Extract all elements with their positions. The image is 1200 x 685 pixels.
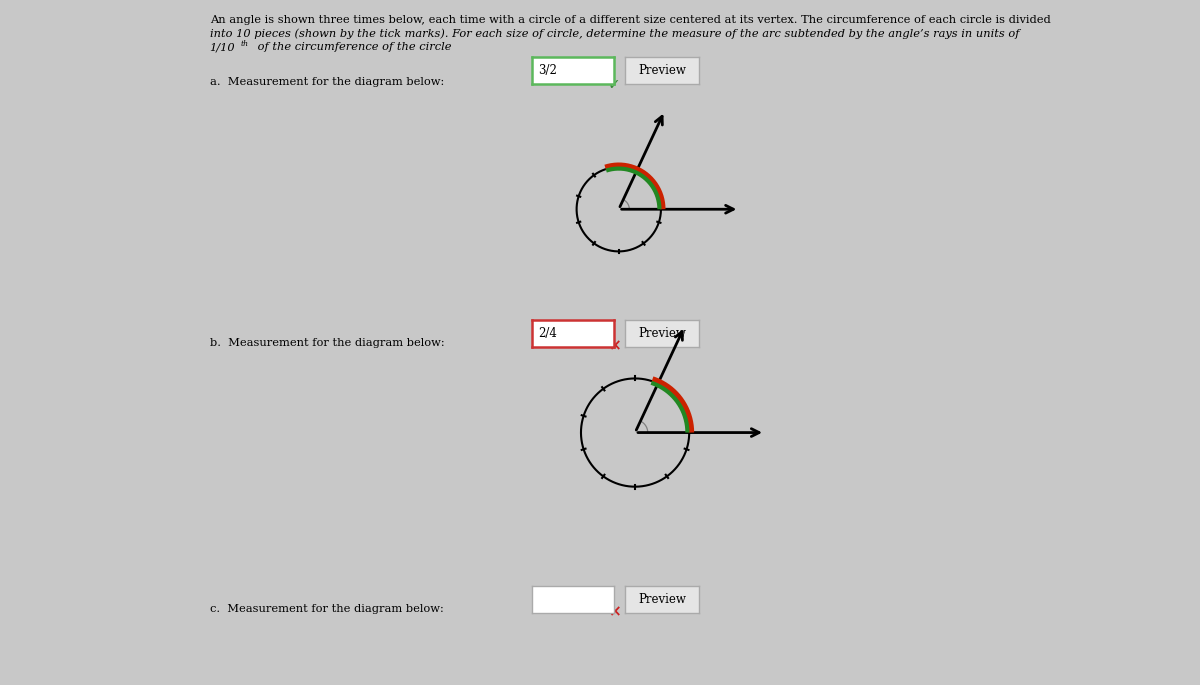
Text: 2/4: 2/4 [539, 327, 558, 340]
Text: ×: × [608, 604, 620, 619]
Text: c.  Measurement for the diagram below:: c. Measurement for the diagram below: [210, 604, 444, 614]
Text: 1/10: 1/10 [210, 42, 235, 53]
Text: 3/2: 3/2 [539, 64, 558, 77]
Text: Preview: Preview [638, 327, 686, 340]
Text: a.  Measurement for the diagram below:: a. Measurement for the diagram below: [210, 77, 444, 87]
Text: b.  Measurement for the diagram below:: b. Measurement for the diagram below: [210, 338, 444, 349]
Text: ×: × [608, 338, 620, 353]
Text: ✓: ✓ [608, 77, 620, 92]
Text: Preview: Preview [638, 64, 686, 77]
Text: of the circumference of the circle: of the circumference of the circle [254, 42, 451, 53]
Text: th: th [241, 40, 248, 48]
Text: into 10 pieces (shown by the tick marks). For each size of circle, determine the: into 10 pieces (shown by the tick marks)… [210, 29, 1019, 39]
Text: Preview: Preview [638, 593, 686, 606]
Text: An angle is shown three times below, each time with a circle of a different size: An angle is shown three times below, eac… [210, 15, 1050, 25]
